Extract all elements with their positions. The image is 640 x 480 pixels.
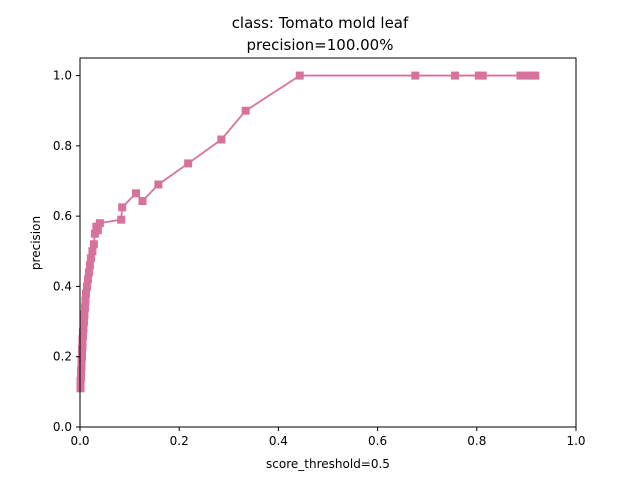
data-point [95, 219, 104, 228]
y-tick-label: 1.0 [53, 69, 72, 83]
x-tick-label: 0.0 [70, 434, 89, 448]
y-axis-ticks: 0.0 0.2 0.4 0.6 0.8 1.0 [53, 69, 80, 434]
x-tick-label: 0.8 [467, 434, 486, 448]
data-point [411, 71, 420, 80]
x-tick-label: 0.4 [269, 434, 288, 448]
data-point [184, 159, 193, 168]
data-point [522, 71, 531, 80]
chart-title-line-1: class: Tomato mold leaf [232, 14, 409, 32]
x-axis-ticks: 0.0 0.2 0.4 0.6 0.8 1.0 [70, 427, 586, 448]
chart-title-line-2: precision=100.00% [247, 36, 394, 54]
data-point [295, 71, 304, 80]
y-tick-label: 0.2 [53, 350, 72, 364]
data-point [81, 296, 90, 305]
x-tick-label: 1.0 [566, 434, 585, 448]
y-tick-label: 0.4 [53, 279, 72, 293]
y-tick-label: 0.0 [53, 420, 72, 434]
data-point [86, 254, 95, 263]
data-point [83, 275, 92, 284]
series-marker-group [76, 71, 540, 393]
data-point [478, 71, 487, 80]
data-point [84, 268, 93, 277]
data-point [138, 197, 147, 206]
y-axis-label: precision [29, 216, 43, 270]
x-tick-label: 0.6 [368, 434, 387, 448]
data-point [93, 226, 102, 235]
data-point [531, 71, 540, 80]
x-axis-label: score_threshold=0.5 [266, 457, 390, 471]
data-point [79, 317, 88, 326]
data-point [81, 289, 90, 298]
data-point [241, 106, 250, 115]
plot-area-frame [79, 57, 577, 428]
data-point [118, 203, 127, 212]
data-point [80, 303, 89, 312]
x-tick-label: 0.2 [170, 434, 189, 448]
data-point [117, 215, 126, 224]
data-point [516, 71, 525, 80]
data-point [450, 71, 459, 80]
y-tick-label: 0.6 [53, 209, 72, 223]
data-point [85, 261, 94, 270]
data-point [88, 247, 97, 256]
data-point [89, 240, 98, 249]
data-point [217, 135, 226, 144]
y-tick-label: 0.8 [53, 139, 72, 153]
data-point [132, 189, 141, 198]
data-point [82, 282, 91, 291]
data-point [154, 180, 163, 189]
data-point [80, 310, 89, 319]
